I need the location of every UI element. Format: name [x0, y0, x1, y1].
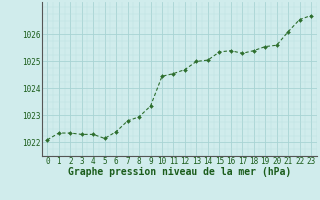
X-axis label: Graphe pression niveau de la mer (hPa): Graphe pression niveau de la mer (hPa) — [68, 167, 291, 177]
